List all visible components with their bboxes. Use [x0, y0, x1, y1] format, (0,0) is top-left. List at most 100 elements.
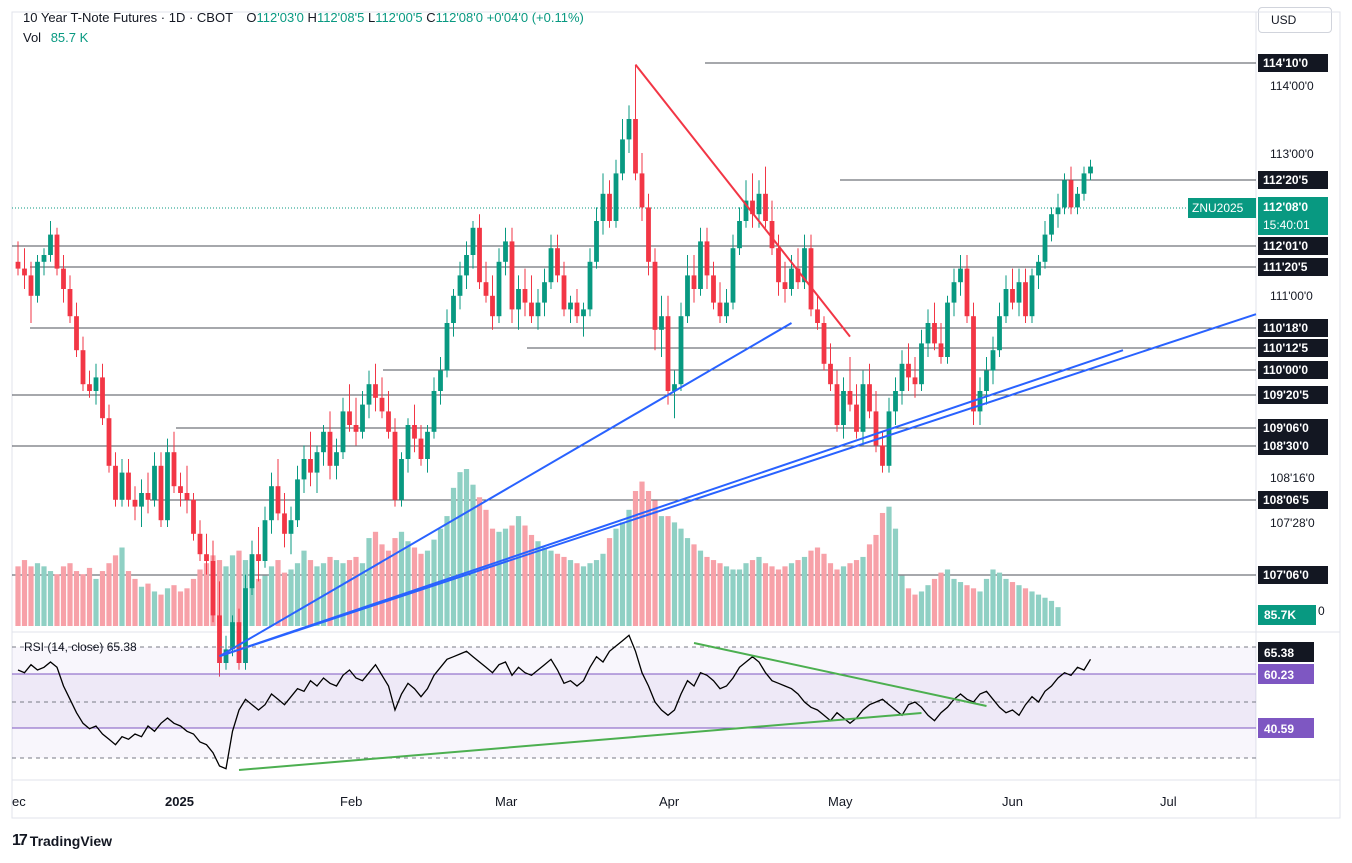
candle-body: [22, 268, 27, 276]
level-tag: 112'01'0: [1263, 239, 1308, 253]
candle-body: [152, 465, 157, 500]
volume-bar: [730, 569, 736, 626]
volume-bar: [626, 509, 632, 626]
price-axis-label: 108'16'0: [1270, 471, 1315, 485]
volume-bar: [379, 544, 385, 626]
candle-body: [1003, 289, 1009, 317]
volume-bar: [834, 569, 840, 626]
volume-bar: [457, 472, 463, 626]
volume-bar: [886, 506, 892, 626]
low-label: L: [367, 10, 376, 25]
volume-bar: [450, 487, 457, 626]
level-tag-bg: [1258, 339, 1328, 357]
candle-body: [301, 459, 307, 480]
volume-bar: [496, 531, 502, 626]
candle-body: [847, 391, 853, 405]
volume-bar: [307, 560, 314, 626]
rsi-lower-tag-bg: [1258, 718, 1314, 738]
volume-bar: [249, 569, 255, 626]
tradingview-logo-icon: 17: [12, 832, 28, 849]
chart-canvas[interactable]: 114'10'0 112'20'5 112'01'0 111'20'5 110'18'0…: [0, 0, 1352, 830]
volume-bar: [762, 563, 769, 626]
volume-bar: [821, 553, 827, 626]
rsi-trendline: [238, 712, 922, 771]
candle-body: [685, 275, 690, 317]
candle-body: [522, 289, 528, 303]
volume-bar: [190, 578, 197, 626]
candle-body: [204, 554, 209, 561]
volume-bar: [847, 563, 853, 626]
volume-bar: [60, 566, 67, 626]
volume-bar: [652, 500, 658, 626]
volume-bar: [912, 594, 918, 626]
volume-bar: [775, 569, 782, 626]
candle-body: [405, 425, 411, 459]
currency-button[interactable]: USD: [1258, 7, 1332, 33]
time-axis-label: 2025: [165, 794, 194, 809]
candle-body: [1023, 282, 1028, 317]
volume-bar: [970, 588, 977, 626]
volume-bar: [541, 547, 548, 626]
candle-body: [945, 302, 950, 357]
candle-body: [704, 241, 710, 276]
candle-body: [698, 241, 703, 289]
volume-bar: [177, 591, 184, 626]
vol-value: 85.7 K: [50, 30, 89, 45]
candle-body: [425, 431, 430, 459]
volume-bar: [515, 516, 522, 626]
level-tag-bg: [1258, 491, 1328, 509]
level-tag: 110'18'0: [1263, 321, 1308, 335]
trendline: [218, 322, 793, 658]
candle-body: [717, 302, 723, 317]
candle-body: [340, 411, 346, 453]
volume-bar: [15, 566, 21, 626]
volume-bar: [1035, 594, 1042, 626]
candle-body: [1010, 289, 1015, 303]
volume-bar: [990, 569, 996, 626]
candle-body: [132, 499, 138, 507]
candle-body: [867, 384, 872, 412]
candle-body: [418, 438, 424, 459]
volume-bar: [743, 563, 749, 626]
candle-body: [1016, 282, 1022, 303]
price-axis-label: 0: [1318, 604, 1325, 618]
volume-bar: [593, 560, 600, 626]
candle-body: [386, 411, 391, 432]
volume-bar: [528, 534, 535, 626]
tradingview-logo[interactable]: 17 TradingView: [12, 832, 112, 850]
volume-bar: [405, 541, 411, 626]
volume-header: Vol 85.7 K: [23, 30, 88, 45]
volume-bar: [359, 563, 366, 626]
volume-bar: [346, 560, 353, 626]
candle-body: [28, 275, 34, 296]
candle-body: [35, 261, 40, 296]
candle-body: [581, 309, 586, 317]
volume-bar: [28, 566, 34, 626]
volume-bar: [385, 550, 392, 626]
vol-label[interactable]: Vol: [23, 30, 42, 45]
candle-body: [87, 384, 92, 391]
candle-body: [503, 241, 508, 262]
volume-bar: [197, 569, 203, 626]
candle-body: [314, 452, 320, 473]
candle-body: [1068, 180, 1074, 208]
level-tag: 108'30'0: [1263, 439, 1309, 453]
candle-body: [431, 391, 437, 432]
candle-body: [633, 119, 638, 174]
open-label: O: [246, 10, 257, 25]
close-label: C: [426, 10, 436, 25]
volume-bar: [535, 541, 541, 626]
candle-body: [353, 425, 359, 432]
candle-body: [48, 234, 53, 255]
volume-bar: [574, 563, 580, 626]
candle-body: [327, 431, 333, 466]
volume-bar: [645, 490, 652, 626]
candle-body: [295, 479, 300, 521]
symbol-title[interactable]: 10 Year T-Note Futures · 1D · CBOT: [23, 10, 233, 25]
candle-body: [438, 370, 443, 391]
volume-bar: [281, 572, 288, 626]
candle-body: [516, 289, 521, 310]
candle-body: [464, 255, 469, 276]
candle-body: [366, 384, 372, 405]
countdown-tag: 15:40:01: [1263, 218, 1310, 232]
